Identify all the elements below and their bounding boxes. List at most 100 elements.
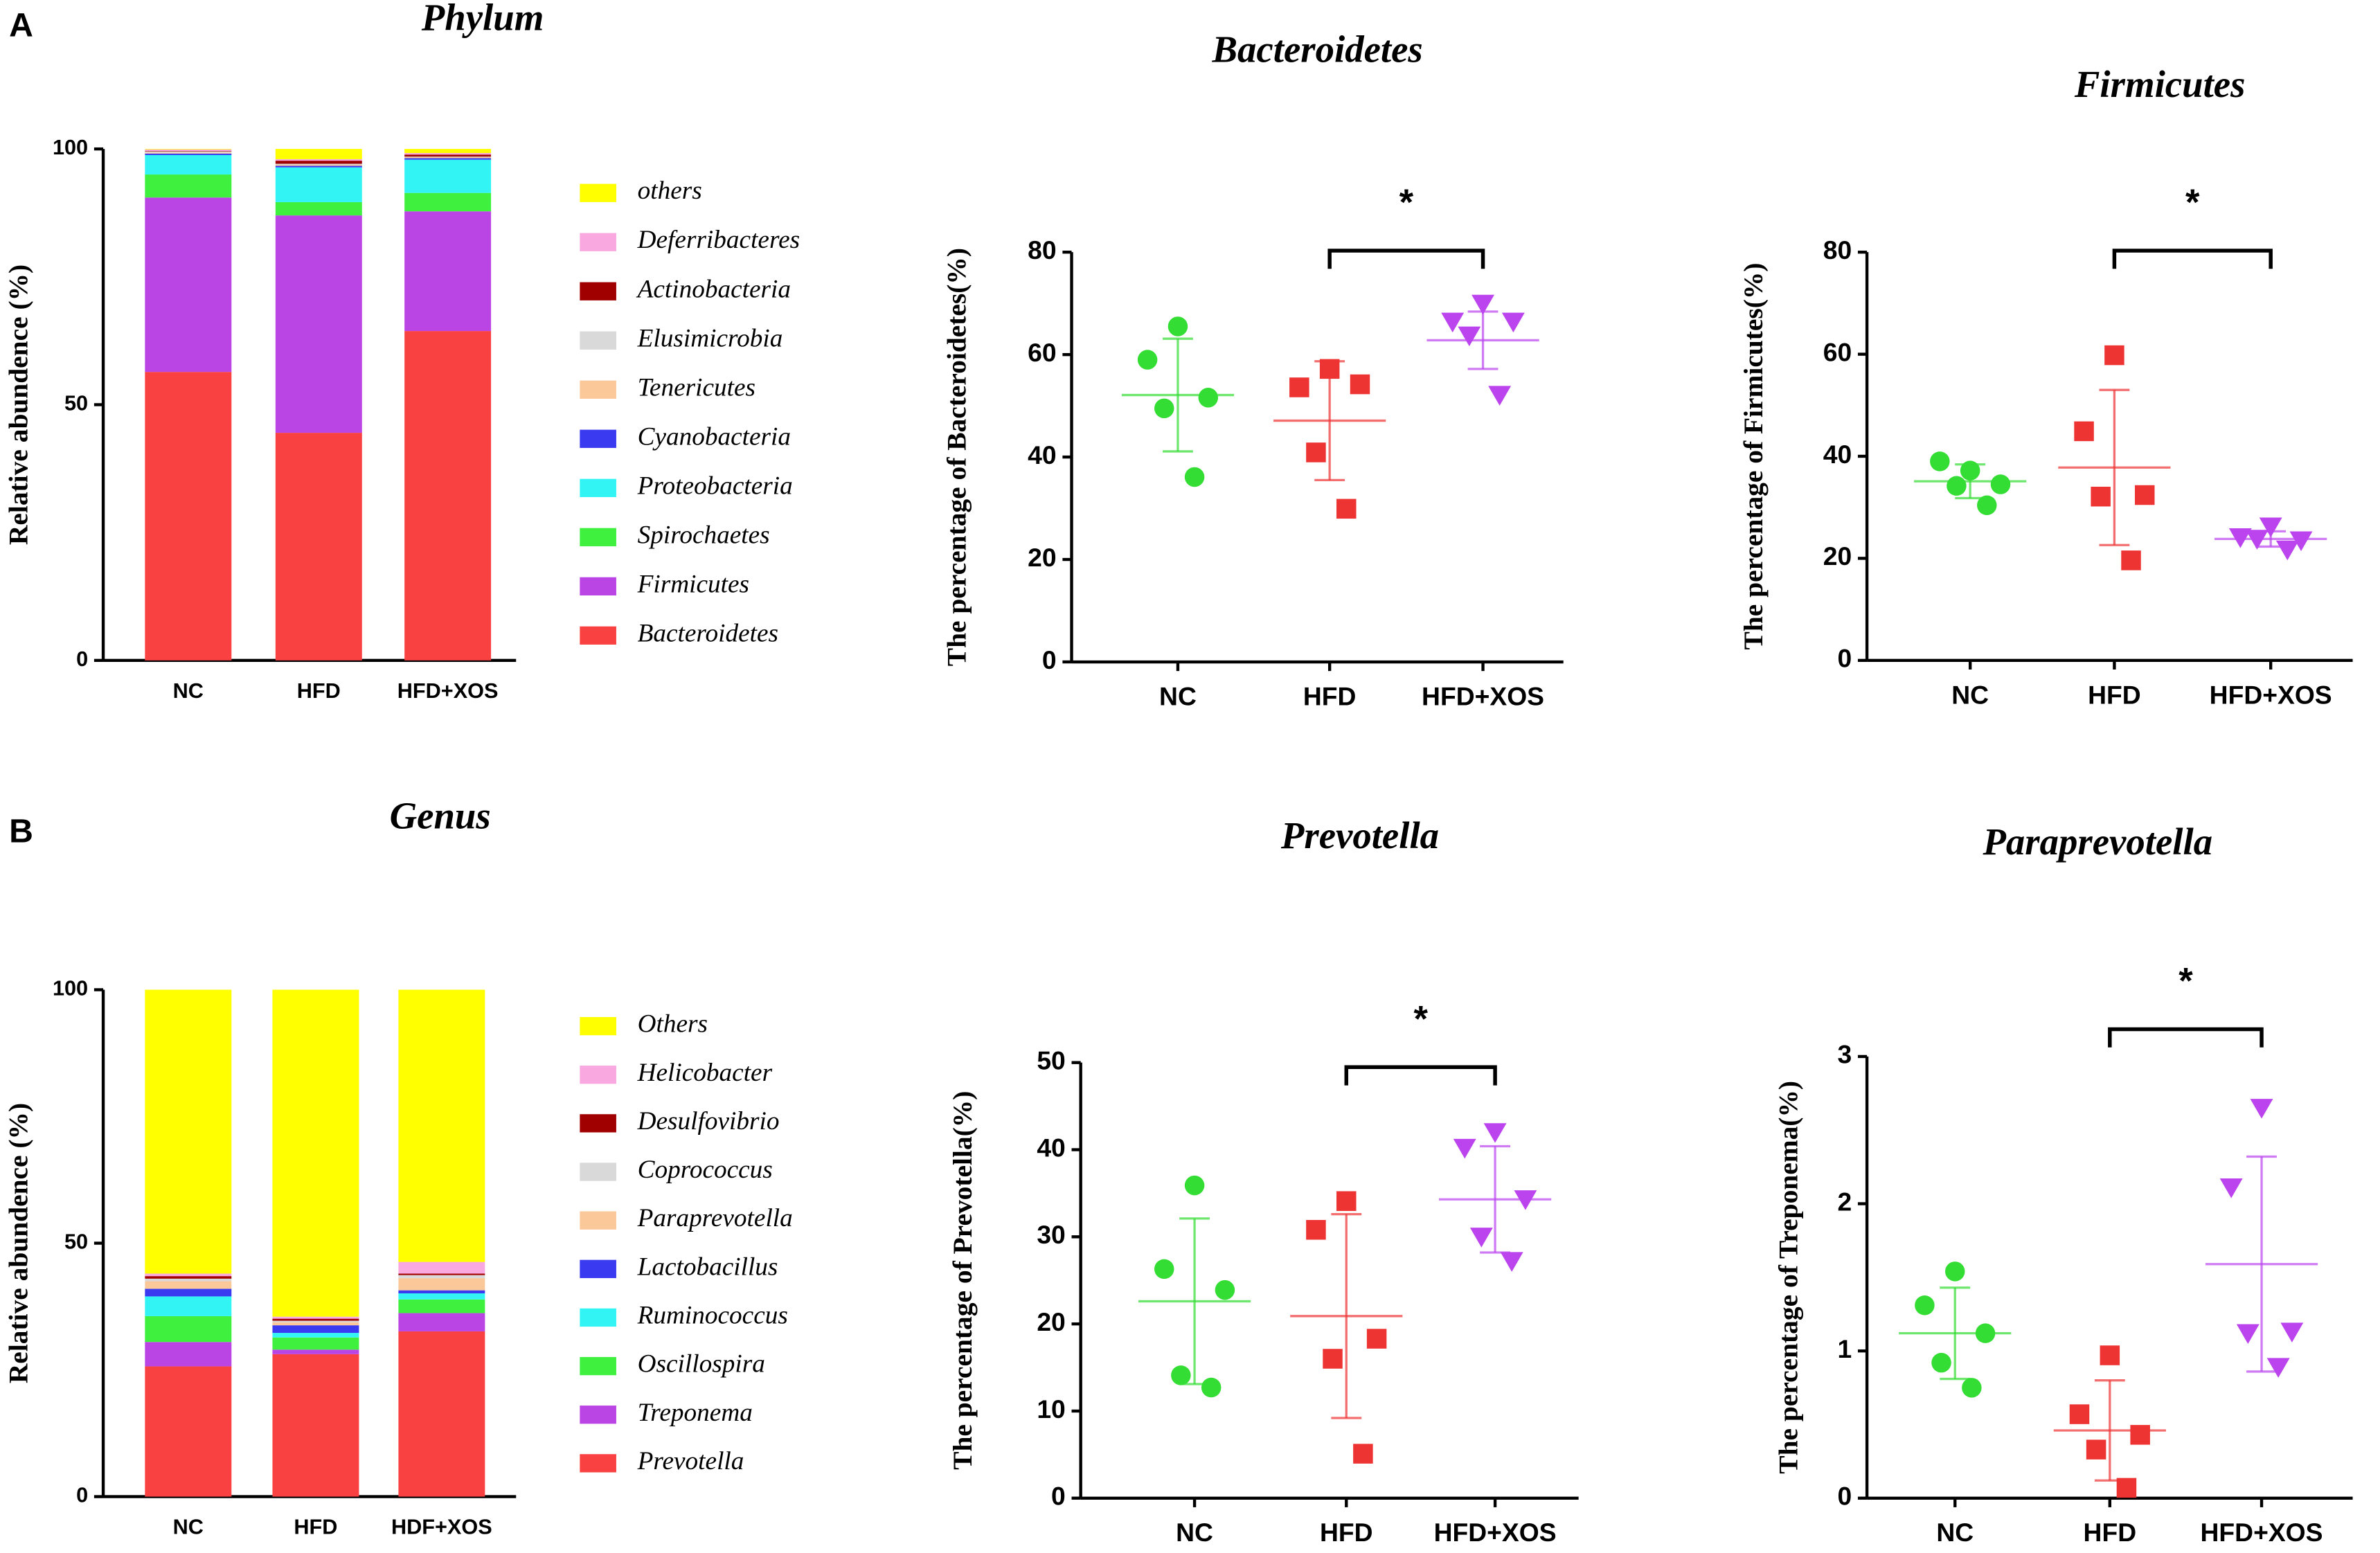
bar-segment [275, 167, 362, 202]
significance-bracket [1344, 1065, 1497, 1086]
point [1167, 316, 1188, 336]
legend-swatch [580, 1114, 616, 1133]
chart-title: Firmicutes [2074, 63, 2246, 105]
point [1471, 294, 1494, 315]
bar-segment [145, 153, 232, 155]
point [1514, 1190, 1537, 1210]
point [2250, 1099, 2273, 1119]
bar-segment [145, 1276, 232, 1279]
significance-label: * [2185, 182, 2200, 223]
significance-bracket [1327, 249, 1485, 269]
y-tick-label: 50 [64, 391, 88, 415]
point [1501, 312, 1525, 333]
bar-segment [145, 372, 232, 661]
y-axis-label: The percentage of Bacteroidetes(%) [941, 248, 972, 666]
point [1990, 474, 2011, 494]
x-tick-label: HFD+XOS [1434, 1518, 1557, 1547]
y-tick-label: 20 [1037, 1307, 1065, 1336]
bar-segment [404, 159, 492, 193]
legend-label: Cyanobacteria [638, 422, 791, 451]
y-tick-label: 60 [1823, 337, 1852, 366]
panel-label: B [9, 812, 33, 850]
point [1441, 312, 1465, 333]
legend-swatch [580, 1454, 616, 1473]
y-axis-label: The percentage of Firmicutes(%) [1738, 263, 1769, 650]
point [2236, 1324, 2260, 1344]
bar-segment [145, 1296, 232, 1316]
point [1931, 1352, 1951, 1373]
significance-label: * [2178, 961, 2193, 1002]
bar-segment [145, 989, 232, 1274]
bar-segment [275, 161, 362, 164]
bar-segment [145, 149, 232, 152]
bar-segment [272, 1333, 359, 1338]
point [2116, 1478, 2137, 1498]
point [1137, 350, 1158, 370]
x-tick-label: NC [1951, 680, 1989, 709]
point [2246, 530, 2269, 550]
bar-segment [398, 1275, 485, 1279]
bar-segment [272, 1325, 359, 1334]
legend-label: Actinobacteria [636, 275, 791, 303]
bar-segment [398, 1331, 485, 1497]
bar-segment [145, 151, 232, 152]
bar-segment [398, 1262, 485, 1274]
bar-segment [275, 165, 362, 168]
point [1154, 398, 1174, 419]
bar-segment [272, 1337, 359, 1350]
bar-segment [145, 1273, 232, 1277]
point [1171, 1365, 1191, 1385]
bar-segment [272, 1349, 359, 1354]
chart-title: Prevotella [1280, 814, 1439, 856]
legend-swatch [580, 626, 616, 645]
y-tick-label: 30 [1037, 1220, 1065, 1249]
y-tick-label: 1 [1837, 1334, 1852, 1363]
y-tick-label: 80 [1028, 235, 1056, 264]
y-tick-label: 40 [1037, 1133, 1065, 1162]
bar-segment [145, 1316, 232, 1343]
y-tick-label: 50 [64, 1230, 88, 1254]
panel-label: A [9, 7, 33, 44]
point [1215, 1280, 1235, 1300]
legend-label: others [638, 177, 702, 205]
bar-segment [275, 149, 362, 159]
x-tick-label: HFD+XOS [2210, 680, 2332, 709]
point [2289, 531, 2313, 551]
bar-segment [145, 1289, 232, 1297]
x-tick-label: HFD [1320, 1518, 1373, 1547]
point [2104, 345, 2124, 366]
y-axis-label: The percentage of Treponema(%) [1773, 1081, 1804, 1474]
y-tick-label: 2 [1837, 1187, 1852, 1216]
legend-label: Spirochaetes [638, 521, 770, 549]
bar-segment [272, 1316, 359, 1319]
point [1947, 476, 1967, 496]
x-tick-label: HFD+XOS [2201, 1518, 2323, 1547]
x-tick-label: HFD [297, 679, 341, 703]
legend-swatch [580, 1406, 616, 1424]
y-tick-label: 0 [76, 1483, 88, 1507]
bar-segment [272, 989, 359, 1317]
significance-bracket [2112, 249, 2273, 269]
point [2259, 517, 2282, 538]
point [1962, 1378, 1982, 1398]
bar-segment [272, 1322, 359, 1326]
legend-label: Oscillospira [638, 1350, 765, 1379]
y-tick-label: 0 [1837, 644, 1852, 673]
y-tick-label: 50 [1037, 1046, 1065, 1075]
legend-label: Ruminococcus [637, 1301, 788, 1329]
point [2219, 1178, 2243, 1199]
bar-segment [145, 149, 232, 150]
legend-label: Coprococcus [638, 1156, 773, 1184]
bar-segment [145, 197, 232, 372]
y-tick-label: 40 [1028, 440, 1056, 469]
point [1975, 1323, 1996, 1343]
legend-swatch [580, 331, 616, 350]
y-tick-label: 0 [76, 647, 88, 671]
y-tick-label: 20 [1028, 543, 1056, 572]
y-tick-label: 80 [1823, 235, 1852, 264]
y-axis-label: Relative abundence (%) [3, 1103, 34, 1383]
y-tick-label: 20 [1823, 541, 1852, 571]
bar-segment [398, 1313, 485, 1331]
legend-label: Treponema [638, 1399, 753, 1427]
